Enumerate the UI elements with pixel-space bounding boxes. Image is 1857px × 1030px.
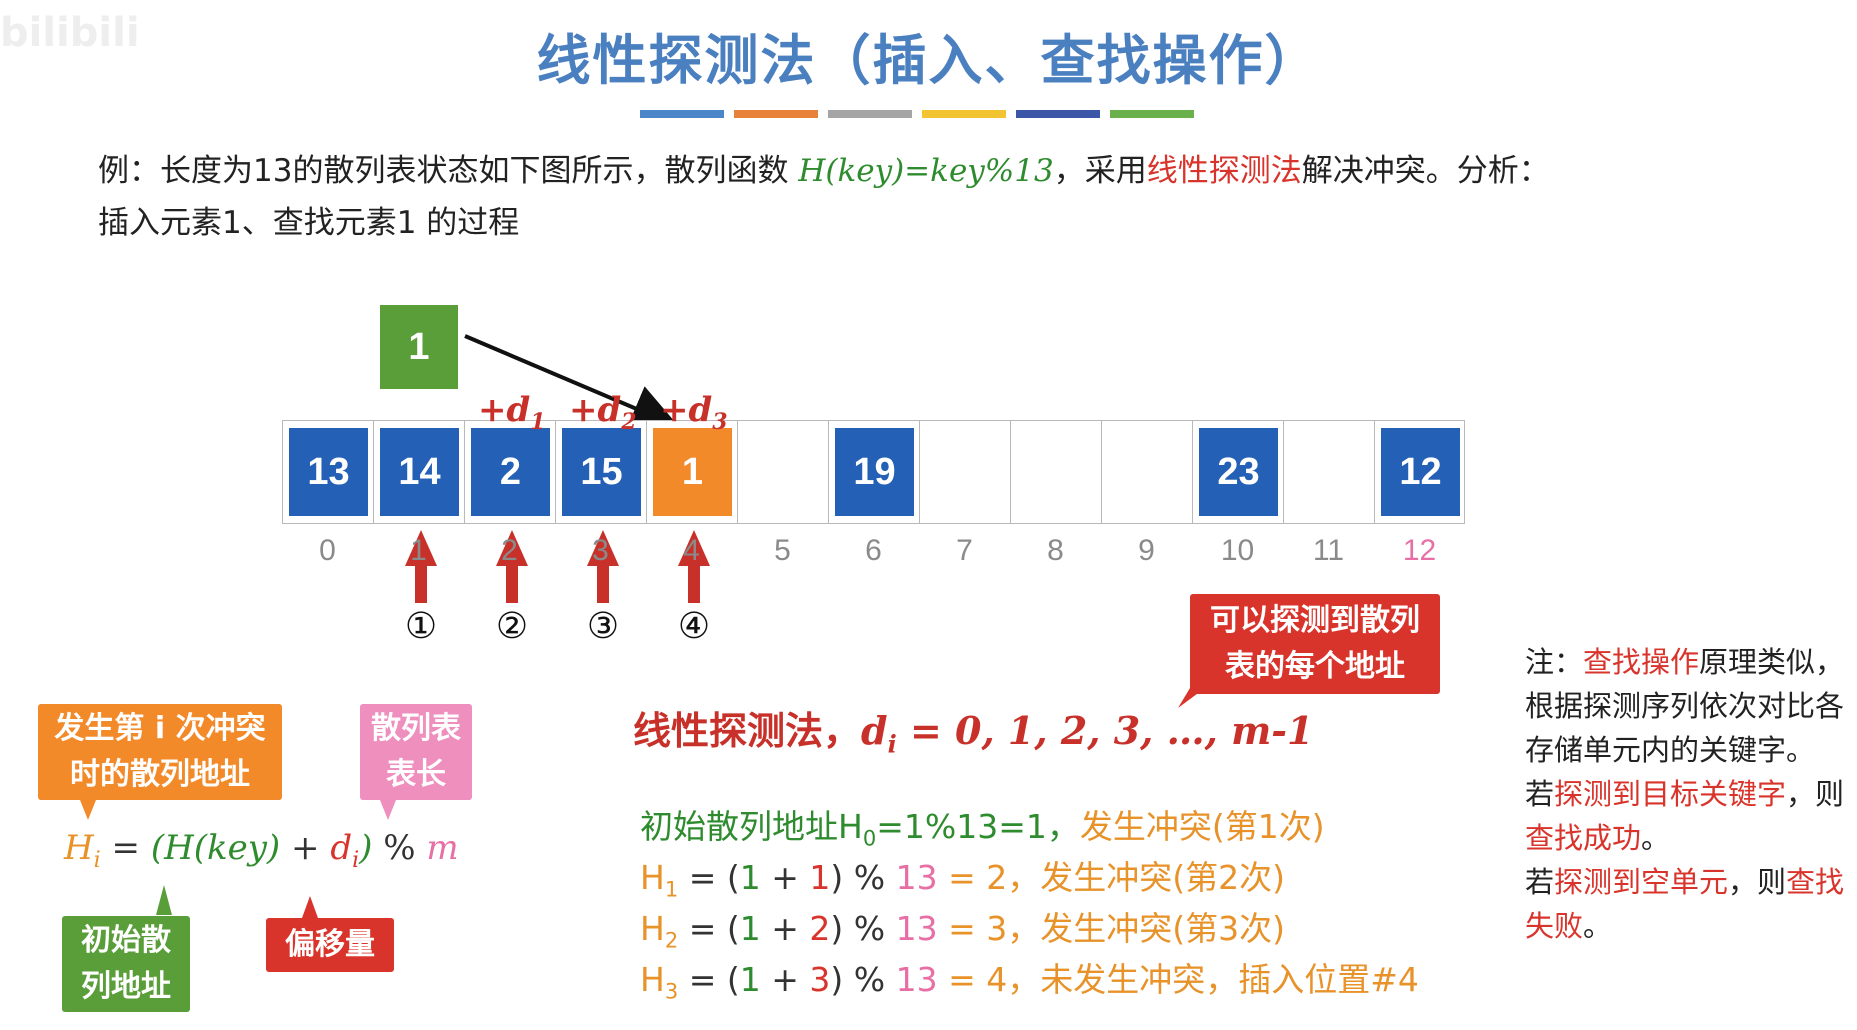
tag-offset: 偏移量	[266, 918, 394, 972]
slot-index: 6	[865, 534, 882, 567]
probe-formula: Hi = (H(key) + di) % m	[64, 828, 459, 873]
probe-mark-4: ④	[677, 606, 711, 647]
slot-value: 1	[653, 428, 732, 516]
table-slot	[1283, 420, 1374, 524]
table-slot	[1101, 420, 1192, 524]
slot-index: 10	[1220, 534, 1255, 567]
table-slot	[919, 420, 1010, 524]
problem-statement: 例：长度为13的散列表状态如下图所示，散列函数 H(key)=key%13，采用…	[98, 145, 1550, 249]
watermark: bilibili	[0, 10, 140, 56]
hash-function: H(key)=key%13	[798, 153, 1054, 189]
step-3: H3 = (1 + 3) % 13 = 4，未发生冲突，插入位置#4	[640, 960, 1419, 1004]
page-title: 线性探测法（插入、查找操作）	[536, 29, 1321, 92]
table-slot: 2	[464, 420, 555, 524]
title-color-bar	[1016, 110, 1100, 118]
slot-index: 0	[319, 534, 336, 567]
table-slot: 13	[282, 420, 373, 524]
probe-mark-1: ①	[404, 606, 438, 647]
title-color-bar	[734, 110, 818, 118]
tag-conflict-address: 发生第 i 次冲突 时的散列地址	[38, 704, 282, 800]
title-color-bar	[1110, 110, 1194, 118]
tag-initial-address: 初始散 列地址	[62, 916, 190, 1012]
slot-value: 23	[1199, 428, 1278, 516]
slot-index: 4	[683, 534, 700, 567]
linear-probe-definition: 线性探测法，di = 0, 1, 2, 3, …, m-1	[633, 708, 1314, 759]
slot-index: 8	[1047, 534, 1064, 567]
offset-label-d1: +d1	[478, 390, 546, 435]
search-note: 注：查找操作原理类似，根据探测序列依次对比各存储单元内的关键字。 若探测到目标关…	[1525, 645, 1845, 943]
table-slot: 23	[1192, 420, 1283, 524]
intro-text-3: 解决冲突。分析：	[1301, 153, 1550, 189]
probe-mark-3: ③	[586, 606, 620, 647]
step-2: H2 = (1 + 2) % 13 = 3，发生冲突(第3次)	[640, 909, 1285, 953]
intro-text-1: 例：长度为13的散列表状态如下图所示，散列函数	[98, 153, 799, 189]
method-name: 线性探测法	[1146, 153, 1302, 189]
new-key-box: 1	[380, 305, 458, 389]
slot-index: 2	[501, 534, 518, 567]
slot-value: 14	[380, 428, 459, 516]
intro-line-2: 插入元素1、查找元素1 的过程	[98, 205, 520, 241]
slot-value: 15	[562, 428, 641, 516]
table-slot	[1010, 420, 1101, 524]
callout-every-address: 可以探测到散列 表的每个地址	[1190, 594, 1440, 694]
probe-arrows	[405, 530, 710, 603]
probe-mark-2: ②	[495, 606, 529, 647]
offset-label-d3: +d3	[660, 390, 728, 435]
table-slot: 1	[646, 420, 737, 524]
table-slot: 19	[828, 420, 919, 524]
intro-text-2: ，采用	[1053, 153, 1147, 189]
table-slot: 12	[1374, 420, 1465, 524]
slot-value: 13	[289, 428, 368, 516]
table-slot: 15	[555, 420, 646, 524]
step-1: H1 = (1 + 1) % 13 = 2，发生冲突(第2次)	[640, 858, 1285, 902]
slot-value: 12	[1381, 428, 1460, 516]
insert-arrow	[464, 334, 680, 431]
step-0: 初始散列地址H0=1%13=1，发生冲突(第1次)	[640, 807, 1325, 851]
slot-index: 5	[774, 534, 791, 567]
title-color-bar	[640, 110, 724, 118]
table-slot	[737, 420, 828, 524]
slot-value: 19	[835, 428, 914, 516]
slot-index: 9	[1138, 534, 1155, 567]
table-slot: 14	[373, 420, 464, 524]
slot-index: 3	[592, 534, 609, 567]
slot-index: 12	[1402, 534, 1437, 567]
title-color-bar	[828, 110, 912, 118]
title-color-bar	[922, 110, 1006, 118]
slot-index: 1	[410, 534, 427, 567]
slot-index: 11	[1312, 534, 1345, 567]
tag-table-length: 散列表 表长	[360, 704, 472, 800]
slot-index: 7	[956, 534, 973, 567]
offset-label-d2: +d2	[569, 390, 637, 435]
slot-value: 2	[471, 428, 550, 516]
